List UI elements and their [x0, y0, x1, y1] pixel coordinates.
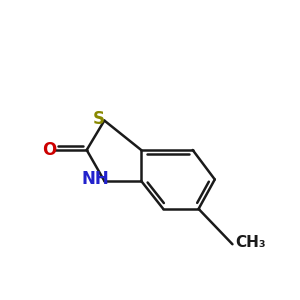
Text: NH: NH	[82, 170, 110, 188]
Text: CH₃: CH₃	[236, 235, 266, 250]
Text: S: S	[92, 110, 104, 128]
Text: O: O	[42, 141, 56, 159]
